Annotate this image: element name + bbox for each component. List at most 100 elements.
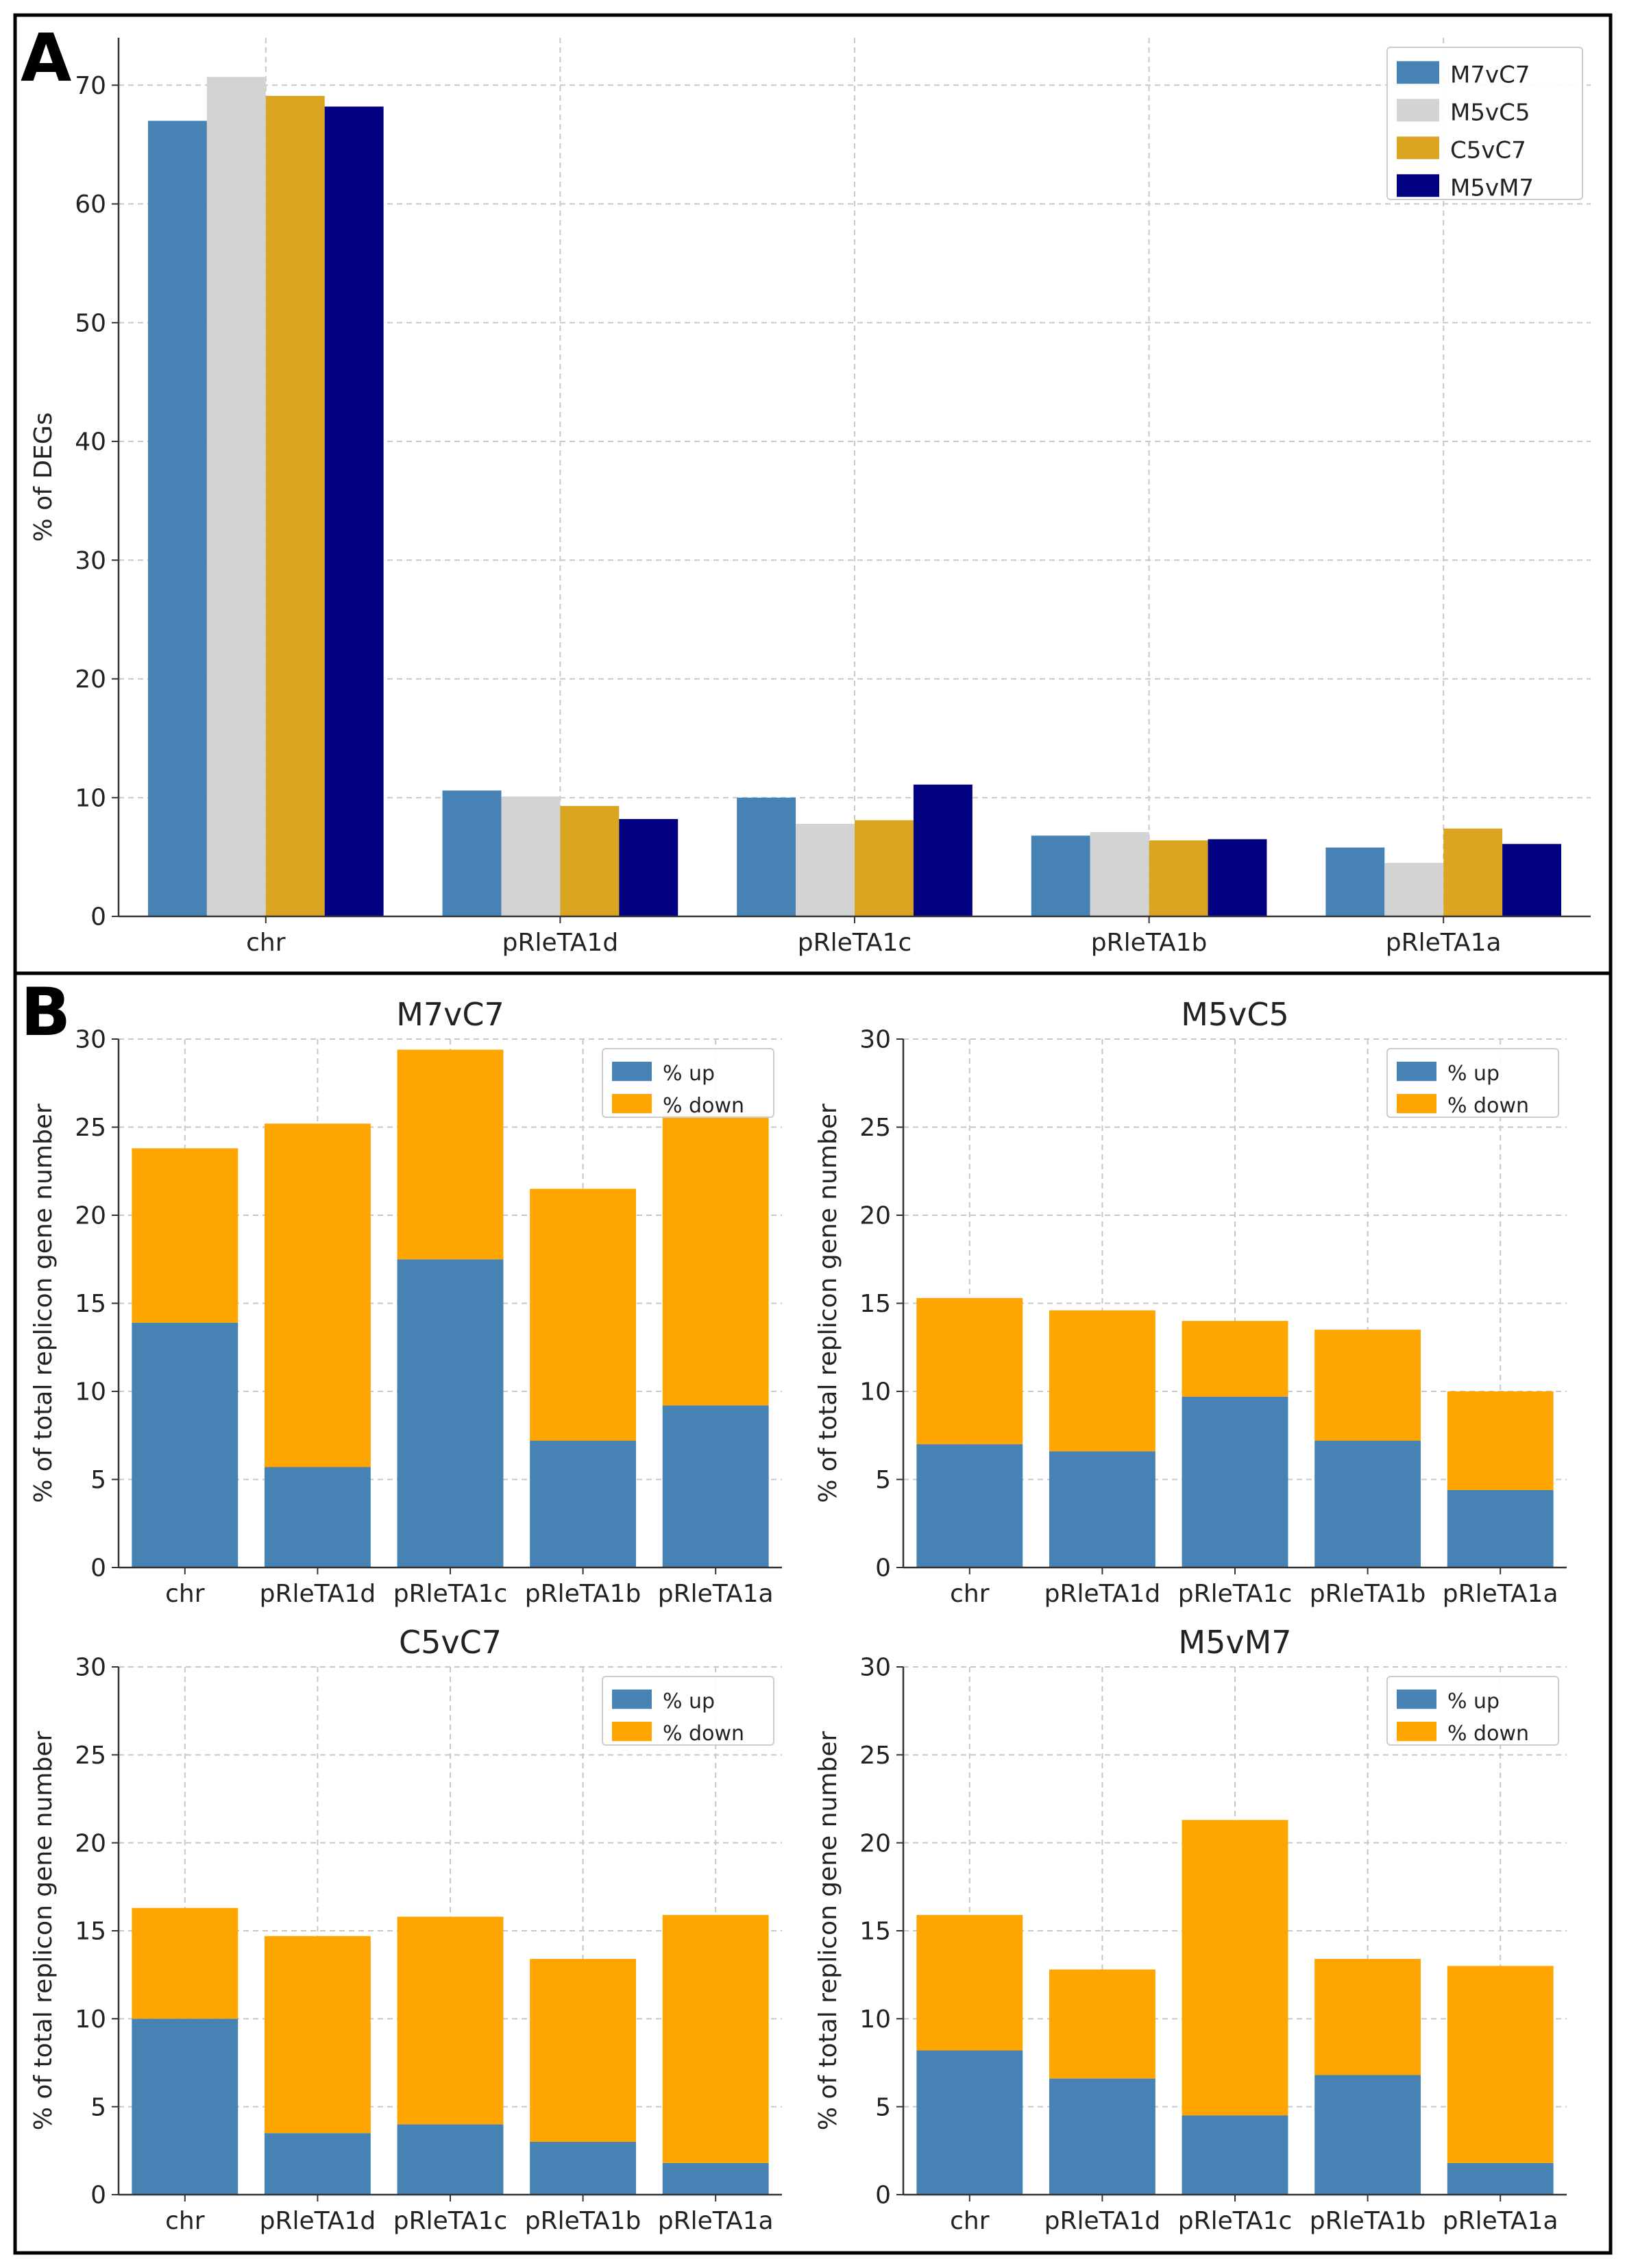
- bar-m5vm7-chr: [324, 106, 384, 916]
- y-tick-label: 30: [859, 1026, 891, 1054]
- bar-down-prleta1c: [1182, 1321, 1288, 1397]
- bar-m5vc5-prleta1d: [501, 796, 561, 916]
- y-tick-label: 20: [75, 1829, 106, 1857]
- y-axis-label: % of total replicon gene number: [814, 1103, 842, 1503]
- panel-b-frame: [13, 971, 1613, 2255]
- bar-up-chr: [132, 2019, 238, 2195]
- bar-m7vc7-prleta1c: [737, 797, 796, 916]
- bar-down-prleta1d: [1049, 1310, 1155, 1452]
- x-tick-label: pRleTA1d: [260, 2207, 376, 2235]
- bar-m5vm7-prleta1b: [1208, 839, 1267, 916]
- legend-label: % down: [1447, 1094, 1529, 1118]
- legend-swatch-up: [1397, 1690, 1436, 1709]
- legend: M7vC7 M5vC5 C5vC7 M5vM7: [1386, 47, 1583, 202]
- bar-c5vc7-chr: [265, 95, 325, 917]
- y-tick-label: 25: [75, 1742, 106, 1770]
- chart-title: C5vC7: [399, 1624, 502, 1661]
- legend-swatch-down: [1397, 1722, 1436, 1742]
- legend-swatch-m5vc5: [1397, 99, 1439, 122]
- bar-up-prleta1a: [1447, 1489, 1554, 1568]
- legend-label: % down: [1447, 1722, 1529, 1746]
- y-tick-label: 5: [875, 1466, 891, 1494]
- bar-down-prleta1d: [264, 1936, 371, 2134]
- panel-a-chart: 0 10 20 30 40 50 60 70 chr pRleTA1d pRleTA1c pRleTA…: [29, 38, 1591, 957]
- legend-label: C5vC7: [1450, 136, 1526, 164]
- legend-swatch-down: [612, 1094, 652, 1114]
- bar-down-prleta1b: [530, 1188, 637, 1441]
- bar-up-prleta1a: [662, 2162, 769, 2195]
- x-tick-label: pRleTA1a: [658, 2207, 774, 2235]
- bar-up-prleta1d: [1049, 2078, 1155, 2195]
- x-tick-label: pRleTA1d: [502, 929, 619, 957]
- bar-m7vc7-prleta1a: [1325, 847, 1385, 916]
- legend-label: % up: [1447, 1062, 1500, 1086]
- bar-down-prleta1c: [397, 1916, 504, 2125]
- legend-label: % down: [663, 1094, 744, 1118]
- y-tick-label: 5: [90, 2093, 106, 2121]
- x-tick-label: pRleTA1b: [1310, 1580, 1426, 1608]
- legend-swatch-m7vc7: [1397, 61, 1439, 84]
- bar-c5vc7-prleta1c: [855, 820, 914, 916]
- y-tick-label: 15: [859, 1918, 891, 1946]
- x-tick-label: pRleTA1b: [525, 2207, 641, 2235]
- y-tick-label: 40: [75, 428, 106, 456]
- bar-down-prleta1a: [662, 1114, 769, 1406]
- bar-down-prleta1d: [264, 1123, 371, 1467]
- bar-up-prleta1b: [1314, 2075, 1421, 2195]
- y-tick-label: 15: [75, 1918, 106, 1946]
- y-tick-label: 30: [75, 547, 106, 575]
- bar-down-prleta1b: [530, 1959, 637, 2142]
- y-tick-label: 20: [75, 1202, 106, 1230]
- legend-label: % up: [663, 1062, 715, 1086]
- bar-down-prleta1b: [1314, 1330, 1421, 1441]
- x-tick-label: pRleTA1a: [1386, 929, 1502, 957]
- x-tick-label: chr: [950, 1580, 990, 1608]
- x-tick-label: pRleTA1c: [1178, 1580, 1293, 1608]
- x-tick-label: pRleTA1a: [658, 1580, 774, 1608]
- bar-up-prleta1b: [530, 1440, 637, 1568]
- chart-title: M7vC7: [396, 996, 504, 1033]
- legend: % up % down: [602, 1676, 774, 1746]
- legend-swatch-down: [612, 1722, 652, 1742]
- bar-c5vc7-prleta1d: [560, 805, 620, 916]
- legend-label: M5vM7: [1450, 174, 1534, 202]
- y-tick-label: 0: [875, 2182, 891, 2210]
- bar-up-prleta1d: [1049, 1451, 1155, 1568]
- bar-up-prleta1c: [1182, 1396, 1288, 1568]
- bar-down-prleta1a: [662, 1914, 769, 2163]
- y-tick-label: 0: [90, 903, 106, 931]
- bar-m7vc7-chr: [147, 121, 207, 916]
- bar-down-prleta1a: [1447, 1391, 1554, 1490]
- bar-up-prleta1b: [1314, 1440, 1421, 1568]
- bar-m5vc5-prleta1a: [1384, 863, 1444, 916]
- legend-label: % up: [663, 1690, 715, 1714]
- y-tick-label: 15: [859, 1290, 891, 1318]
- bar-up-chr: [132, 1322, 238, 1568]
- y-tick-label: 20: [859, 1202, 891, 1230]
- legend-swatch-up: [612, 1690, 652, 1709]
- bar-down-chr: [132, 1907, 238, 2019]
- x-tick-label: chr: [165, 2207, 205, 2235]
- x-tick-label: pRleTA1a: [1443, 2207, 1558, 2235]
- bar-up-prleta1d: [264, 1467, 371, 1568]
- y-axis-label: % of DEGs: [29, 413, 58, 542]
- x-tick-label: pRleTA1b: [1310, 2207, 1426, 2235]
- bar-down-prleta1c: [1182, 1820, 1288, 2116]
- bar-down-prleta1a: [1447, 1966, 1554, 2163]
- bar-down-chr: [916, 1914, 1023, 2051]
- x-tick-label: chr: [246, 929, 286, 957]
- y-tick-label: 70: [75, 72, 106, 100]
- bar-c5vc7-prleta1b: [1149, 840, 1208, 916]
- bar-down-chr: [132, 1148, 238, 1323]
- x-tick-label: pRleTA1d: [260, 1580, 376, 1608]
- bar-up-prleta1a: [662, 1405, 769, 1568]
- bar-m7vc7-prleta1b: [1031, 836, 1090, 916]
- bar-m5vc5-chr: [206, 77, 266, 916]
- bar-m7vc7-prleta1d: [442, 790, 502, 916]
- panel-b-m5vc5-chart: 0 5 10 15 20 25 30 chr pRleTA1d pRleTA1c pRleTA1b p…: [814, 996, 1567, 1608]
- y-axis-label: % of total replicon gene number: [29, 1103, 58, 1503]
- panel-b-m5vm7-chart: 0 5 10 15 20 25 30 chr pRleTA1d pRleTA1c pRleTA1b p…: [814, 1624, 1567, 2235]
- y-tick-label: 10: [75, 1378, 106, 1406]
- y-tick-label: 0: [90, 2182, 106, 2210]
- bar-up-prleta1d: [264, 2133, 371, 2195]
